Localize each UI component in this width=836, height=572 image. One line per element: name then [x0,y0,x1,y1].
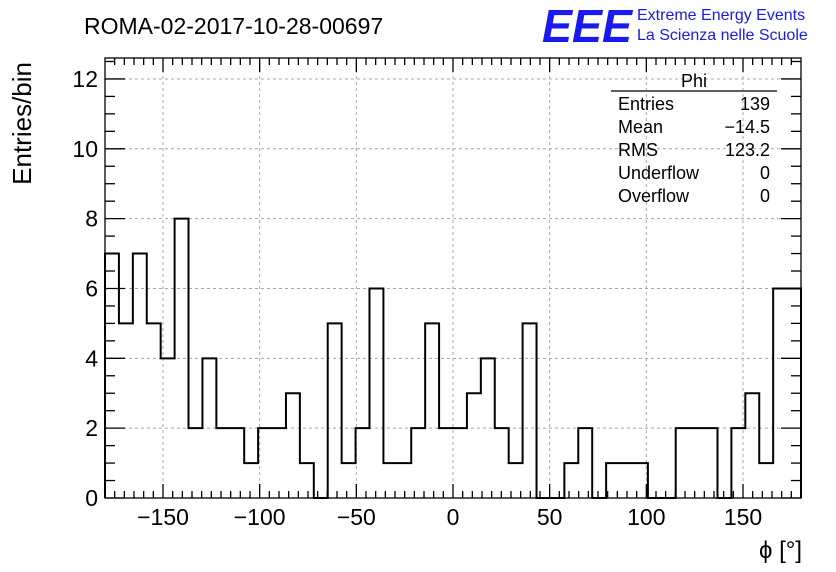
x-tick-label: 150 [724,504,762,530]
x-axis-label: ϕ [°] [759,537,802,564]
stats-row-label: Overflow [618,186,690,206]
x-tick-label: −100 [234,504,286,530]
y-tick-label: 12 [72,66,98,92]
x-tick-label: −150 [137,504,189,530]
stats-row-value: 0 [760,163,770,183]
logo-line-2: La Scienza nelle Scuole [637,27,808,44]
stats-row-value: 0 [760,186,770,206]
stats-title: Phi [681,71,707,91]
y-axis-label: Entries/bin [7,62,37,185]
axis-ticks [105,58,801,499]
y-tick-label: 6 [85,275,98,301]
grid-lines [105,58,801,498]
y-tick-label: 8 [85,206,98,232]
logo: EEE Extreme Energy Events La Scienza nel… [542,0,808,52]
stats-row-value: −14.5 [724,117,770,137]
y-tick-label: 0 [85,485,98,511]
stats-box: Phi Entries 139 Mean −14.5 RMS 123.2 Underflow… [611,71,777,206]
x-tick-label: 50 [537,504,563,530]
stats-row-label: Entries [618,94,674,114]
x-tick-label: −50 [337,504,376,530]
y-tick-labels: 0 2 4 6 8 10 12 [72,66,98,511]
y-tick-label: 10 [72,136,98,162]
x-tick-labels: −150 −100 −50 0 50 100 150 [137,504,762,530]
logo-line-1: Extreme Energy Events [637,7,805,24]
stats-row-label: Mean [618,117,663,137]
eee-logo-mark: EEE [542,0,633,52]
stats-row-value: 139 [740,94,770,114]
stats-row-label: RMS [618,140,658,160]
stats-rows: Entries 139 Mean −14.5 RMS 123.2 Underflow 0 Ove… [618,94,770,206]
histogram-outline [104,217,802,499]
stats-row-value: 123.2 [725,140,770,160]
x-tick-label: 100 [627,504,665,530]
stats-row-label: Underflow [618,163,700,183]
y-tick-label: 4 [85,345,98,371]
chart-title: ROMA-02-2017-10-28-00697 [84,13,383,39]
x-tick-label: 0 [447,504,460,530]
y-tick-label: 2 [85,415,98,441]
